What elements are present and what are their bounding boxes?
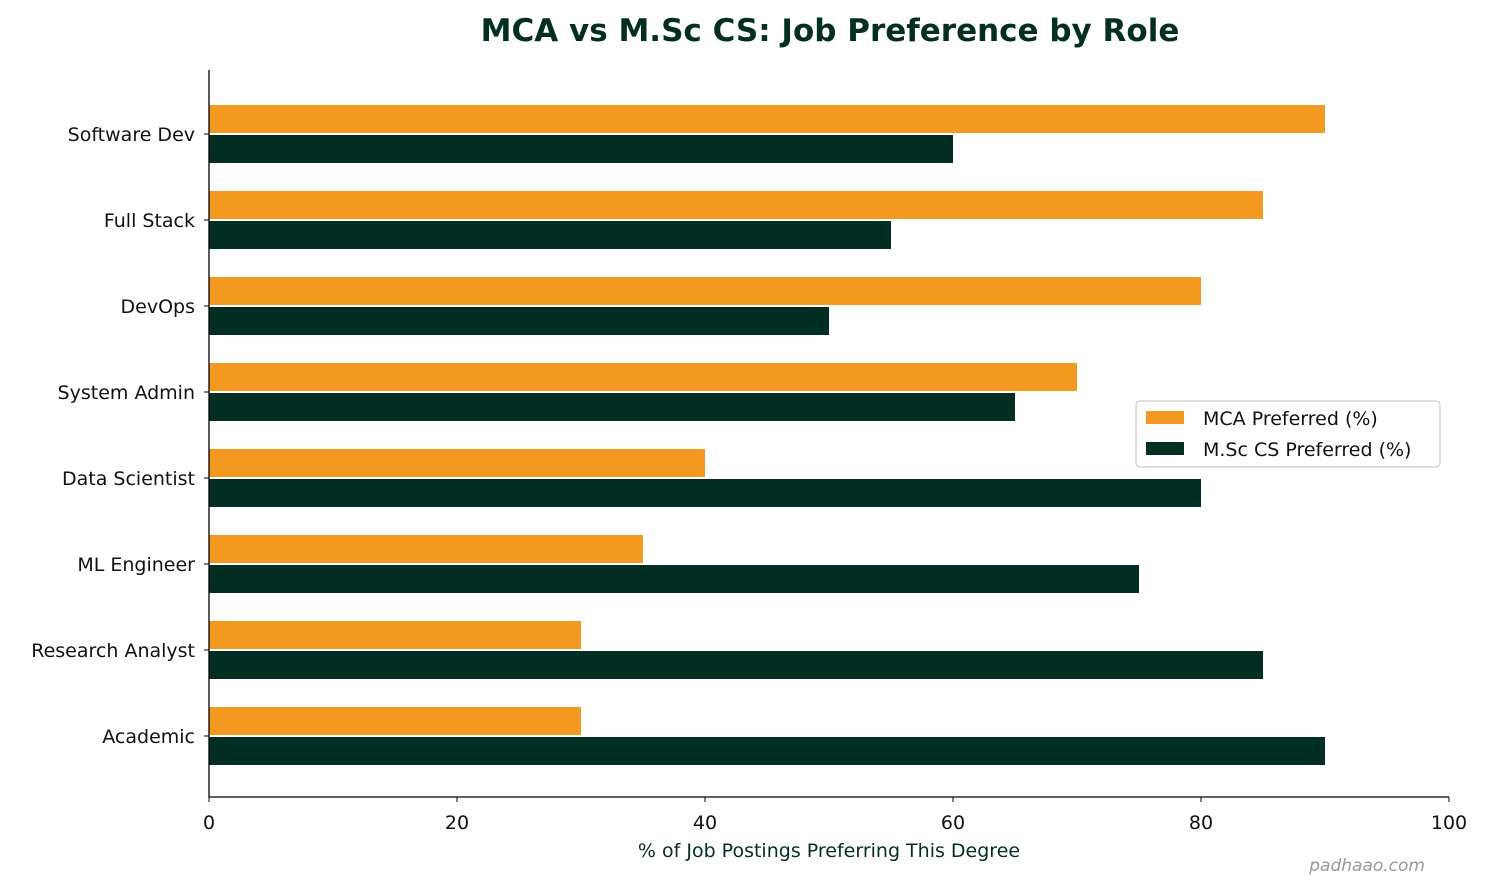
bar-msc-data-scientist bbox=[209, 479, 1201, 507]
bar-mca-system-admin bbox=[209, 363, 1077, 391]
x-axis-label: % of Job Postings Preferring This Degree bbox=[638, 840, 1020, 862]
legend-label-mca: MCA Preferred (%) bbox=[1203, 408, 1378, 430]
bar-msc-research-analyst bbox=[209, 651, 1263, 679]
legend-label-msc: M.Sc CS Preferred (%) bbox=[1203, 439, 1411, 461]
bar-msc-devops bbox=[209, 307, 829, 335]
bar-mca-software-dev bbox=[209, 105, 1325, 133]
x-tick-label: 20 bbox=[445, 812, 469, 834]
y-tick-label: Full Stack bbox=[104, 210, 195, 232]
y-tick-label: Data Scientist bbox=[62, 468, 195, 490]
legend-swatch-msc bbox=[1146, 442, 1184, 455]
y-tick-label: ML Engineer bbox=[77, 554, 195, 576]
y-tick-label: Software Dev bbox=[68, 124, 195, 146]
bar-msc-system-admin bbox=[209, 393, 1015, 421]
bar-mca-data-scientist bbox=[209, 449, 705, 477]
bar-mca-devops bbox=[209, 277, 1201, 305]
bar-msc-ml-engineer bbox=[209, 565, 1139, 593]
x-tick-label: 100 bbox=[1431, 812, 1467, 834]
bar-msc-software-dev bbox=[209, 135, 953, 163]
bar-mca-research-analyst bbox=[209, 621, 581, 649]
x-tick-label: 60 bbox=[941, 812, 965, 834]
watermark: padhaao.com bbox=[1308, 856, 1425, 876]
bar-mca-academic bbox=[209, 707, 581, 735]
x-tick-label: 40 bbox=[693, 812, 717, 834]
legend: MCA Preferred (%) M.Sc CS Preferred (%) bbox=[1135, 400, 1441, 468]
bar-mca-full-stack bbox=[209, 191, 1263, 219]
y-tick-label: Academic bbox=[102, 726, 195, 748]
y-tick-label: DevOps bbox=[121, 296, 195, 318]
bar-msc-full-stack bbox=[209, 221, 891, 249]
y-tick-label: Research Analyst bbox=[31, 640, 195, 662]
x-tick-label: 0 bbox=[203, 812, 215, 834]
bar-msc-academic bbox=[209, 737, 1325, 765]
bar-mca-ml-engineer bbox=[209, 535, 643, 563]
y-tick-label: System Admin bbox=[58, 382, 195, 404]
legend-swatch-mca bbox=[1146, 411, 1184, 424]
chart-title: MCA vs M.Sc CS: Job Preference by Role bbox=[481, 13, 1180, 49]
x-tick-label: 80 bbox=[1189, 812, 1213, 834]
